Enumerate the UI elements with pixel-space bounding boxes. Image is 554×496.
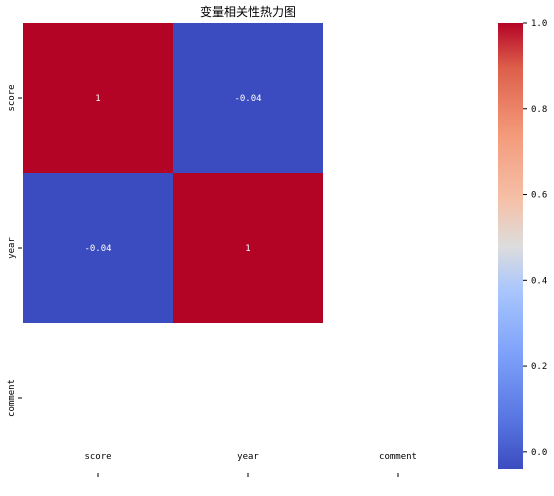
colorbar-tick-label: 0.6 [531, 191, 547, 201]
y-tick-label: score [7, 84, 17, 111]
colorbar-tick-label: 0.2 [531, 362, 547, 372]
heatmap-cell-year-year [173, 173, 323, 323]
colorbar-tick-label: 1.0 [531, 19, 547, 29]
cell-value-label: 1 [95, 94, 100, 104]
cell-value-label: -0.04 [234, 94, 261, 104]
y-axis-ticks: score year comment [7, 84, 22, 417]
heatmap-cell-score-year [173, 23, 323, 173]
cell-value-label: -0.04 [84, 244, 111, 254]
chart-title: 变量相关性热力图 [200, 4, 296, 19]
cell-value-label: 1 [245, 244, 250, 254]
x-tick-label: score [84, 452, 111, 462]
colorbar-tick-label: 0.4 [531, 276, 547, 286]
y-tick-label: year [7, 237, 17, 259]
y-tick-label: comment [7, 379, 17, 417]
colorbar-tick-label: 0.8 [531, 105, 547, 115]
heatmap-cell-year-score [23, 173, 173, 323]
x-tick-label: comment [379, 452, 417, 462]
heatmap-cell-score-score [23, 23, 173, 173]
colorbar [498, 23, 523, 469]
x-axis-ticks: score year comment [84, 452, 417, 477]
heatmap-cells: 1 -0.04 -0.04 1 [23, 23, 323, 323]
x-tick-label: year [237, 452, 259, 462]
colorbar-ticks: 0.0 0.2 0.4 0.6 0.8 1.0 [523, 19, 547, 458]
colorbar-tick-label: 0.0 [531, 448, 547, 458]
